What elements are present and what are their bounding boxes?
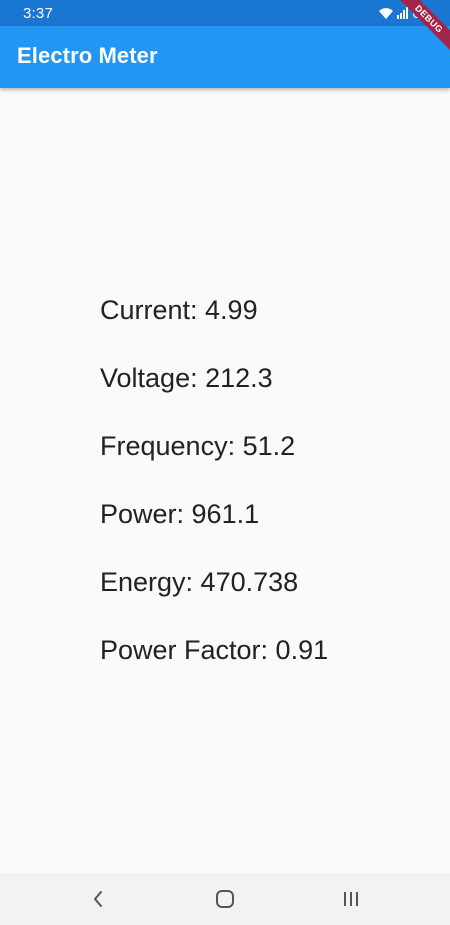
home-icon: [213, 887, 237, 911]
frequency-reading: Frequency: 51.2: [100, 431, 296, 461]
status-icons: 62: [378, 4, 428, 22]
wifi-icon: [378, 6, 394, 20]
page-title: Electro Meter: [17, 43, 158, 68]
signal-icon: [397, 7, 409, 19]
recents-icon: [339, 887, 363, 911]
power-factor-reading: Power Factor: 0.91: [100, 635, 329, 665]
battery-level: 62: [412, 5, 428, 21]
back-button[interactable]: [87, 887, 111, 911]
system-nav-bar: [0, 873, 450, 925]
status-bar: 3:37 62: [0, 0, 450, 26]
power-reading: Power: 961.1: [100, 499, 260, 529]
home-button[interactable]: [213, 887, 237, 911]
readings-list: Current: 4.99 Voltage: 212.3 Frequency: …: [100, 293, 328, 701]
app-bar: Electro Meter: [0, 26, 450, 88]
status-time: 3:37: [23, 5, 53, 22]
current-reading: Current: 4.99: [100, 295, 258, 325]
recents-button[interactable]: [339, 887, 363, 911]
energy-reading: Energy: 470.738: [100, 567, 299, 597]
voltage-reading: Voltage: 212.3: [100, 363, 273, 393]
back-icon: [87, 887, 111, 911]
